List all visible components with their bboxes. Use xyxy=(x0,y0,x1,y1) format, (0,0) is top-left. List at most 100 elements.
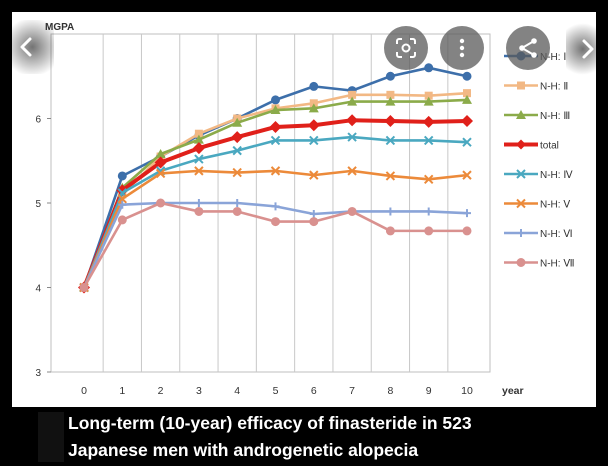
data-point xyxy=(309,217,319,227)
data-point xyxy=(386,90,395,99)
data-point xyxy=(386,207,395,216)
x-tick-label: 6 xyxy=(311,385,317,397)
legend-marker xyxy=(516,169,526,179)
legend-label: N-H: Ⅴ xyxy=(540,200,570,211)
data-point xyxy=(232,145,242,156)
data-point xyxy=(155,168,166,179)
data-point xyxy=(423,174,434,185)
data-point xyxy=(194,206,204,216)
legend-label: N-H: Ⅳ xyxy=(540,170,573,181)
y-tick-label: 3 xyxy=(35,368,41,379)
x-tick-label: 1 xyxy=(119,385,125,397)
data-point xyxy=(424,226,434,236)
data-point xyxy=(462,170,472,180)
data-point xyxy=(463,89,471,98)
data-point xyxy=(154,156,167,169)
x-tick-label: 0 xyxy=(81,385,87,397)
data-point xyxy=(194,154,204,164)
data-point xyxy=(271,202,280,211)
data-point xyxy=(117,215,127,225)
x-tick-label: 3 xyxy=(196,385,202,397)
share-icon xyxy=(519,38,537,58)
data-point xyxy=(232,206,242,216)
data-point xyxy=(422,115,435,128)
data-point xyxy=(232,117,243,127)
share-button[interactable] xyxy=(506,26,550,70)
data-point xyxy=(118,200,127,209)
legend-label: total xyxy=(540,141,559,152)
data-point xyxy=(193,134,204,144)
image-caption: Long-term (10-year) efficacy of finaster… xyxy=(38,408,608,466)
data-point xyxy=(348,90,357,99)
data-point xyxy=(385,226,395,236)
data-point xyxy=(308,103,319,113)
data-point xyxy=(307,119,320,132)
data-point xyxy=(463,209,471,218)
data-point xyxy=(194,199,203,207)
data-point xyxy=(194,129,203,138)
data-point xyxy=(117,194,128,204)
x-tick-label: 7 xyxy=(349,385,355,397)
data-point xyxy=(270,166,281,176)
google-lens-icon xyxy=(396,38,416,58)
legend-marker xyxy=(516,258,526,267)
data-point xyxy=(156,198,166,208)
data-point xyxy=(347,206,357,216)
data-point xyxy=(461,115,473,128)
x-tick-label: 5 xyxy=(273,385,279,397)
caption-accent-block xyxy=(38,412,64,462)
legend-marker xyxy=(517,81,525,90)
x-tick-label: 4 xyxy=(234,385,240,397)
legend-marker xyxy=(517,229,525,237)
data-point xyxy=(385,171,396,181)
legend-label: N-H: Ⅰ xyxy=(540,52,566,63)
y-tick-label: 6 xyxy=(35,115,41,126)
data-point xyxy=(346,114,359,127)
data-point xyxy=(462,226,472,236)
x-tick-label: 10 xyxy=(461,385,473,397)
data-point xyxy=(309,99,318,108)
lens-search-button[interactable] xyxy=(384,26,428,70)
data-point xyxy=(385,71,395,81)
back-button[interactable] xyxy=(0,20,54,74)
data-point xyxy=(116,184,129,197)
data-point xyxy=(309,81,319,91)
data-point xyxy=(79,283,89,292)
y-tick-label: 4 xyxy=(35,284,41,295)
data-point xyxy=(269,120,282,133)
line-chart: 3 4 5 6 0 1 2 3 4 5 6 7 8 9 10 MGPA year N-H: Ⅰ N-H: Ⅱ N-H:… xyxy=(35,22,574,397)
data-point xyxy=(270,105,281,115)
chevron-left-icon xyxy=(20,37,32,57)
data-point xyxy=(423,96,434,106)
top-bar xyxy=(0,0,608,12)
data-point xyxy=(271,217,280,227)
more-options-button[interactable] xyxy=(440,26,484,70)
legend-label: N-H: Ⅵ xyxy=(540,229,573,240)
data-point xyxy=(192,142,205,155)
data-point xyxy=(271,95,280,105)
data-point xyxy=(385,135,396,146)
data-point xyxy=(424,91,433,100)
y-tick-label: 5 xyxy=(35,199,41,210)
data-point xyxy=(309,135,319,146)
x-tick-label: 9 xyxy=(426,385,432,397)
caption-text: Long-term (10-year) efficacy of finaster… xyxy=(68,413,472,460)
chevron-right-icon xyxy=(582,39,594,59)
x-tick-label: 8 xyxy=(387,385,393,397)
data-point xyxy=(232,167,242,178)
data-point xyxy=(309,170,319,180)
legend-label: N-H: Ⅱ xyxy=(540,82,568,93)
legend-marker xyxy=(516,198,526,209)
data-point xyxy=(155,148,166,158)
data-point xyxy=(424,207,433,216)
x-axis-label: year xyxy=(502,385,524,397)
data-point xyxy=(462,137,472,147)
data-point xyxy=(231,131,244,144)
data-point xyxy=(462,94,472,104)
x-tick-label: 2 xyxy=(158,385,164,397)
next-button[interactable] xyxy=(566,22,608,76)
y-axis-label: MGPA xyxy=(45,22,74,33)
legend-marker xyxy=(516,110,526,119)
legend-label: N-H: Ⅲ xyxy=(540,111,570,122)
data-point xyxy=(194,166,204,176)
